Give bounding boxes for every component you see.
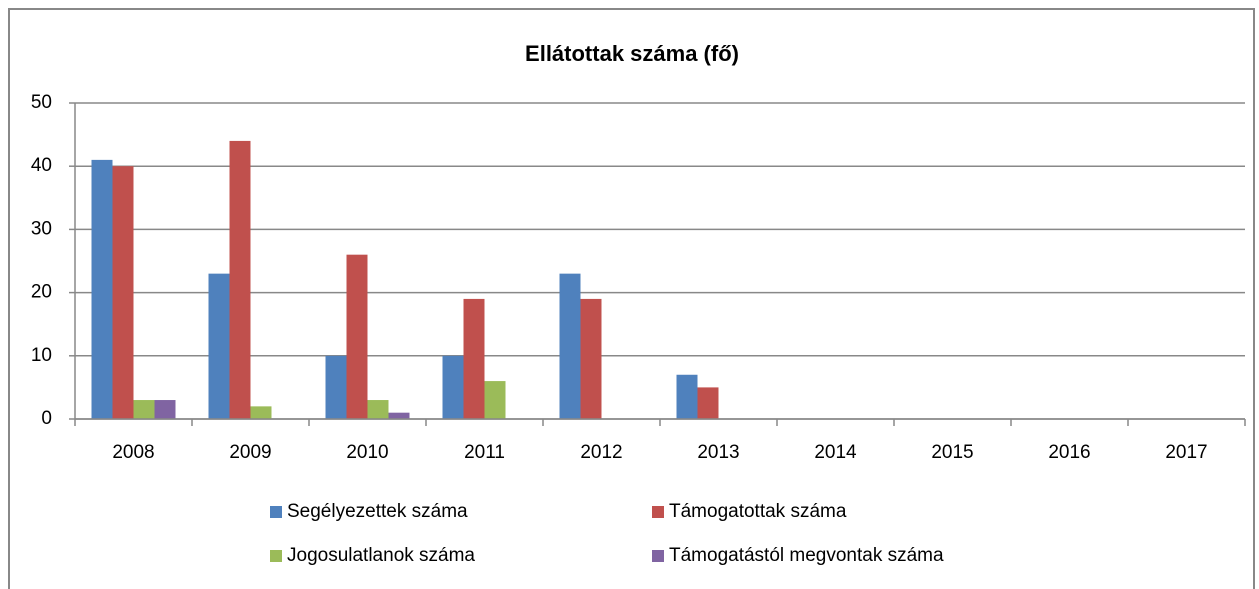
y-tick-label: 0: [41, 408, 52, 429]
bar: [463, 298, 485, 419]
x-tick-label: 2016: [1048, 442, 1090, 463]
chart-title: Ellátottak száma (fő): [525, 41, 739, 66]
legend-label: Segélyezettek száma: [287, 501, 468, 522]
bar: [559, 273, 581, 419]
bar: [112, 166, 134, 419]
legend-swatch: [270, 506, 282, 518]
bar: [133, 400, 155, 419]
legend-swatch: [652, 506, 664, 518]
legend-label: Jogosulatlanok száma: [287, 545, 475, 566]
bar: [697, 387, 719, 419]
bar: [154, 400, 176, 419]
legend-label: Támogatástól megvontak száma: [669, 545, 944, 566]
bar: [346, 254, 368, 419]
y-tick-label: 50: [31, 92, 52, 113]
bar: [388, 412, 410, 419]
bar: [442, 355, 464, 419]
chart-frame: [8, 8, 1255, 589]
x-tick-label: 2010: [346, 442, 388, 463]
bar: [229, 140, 251, 420]
x-tick-label: 2014: [814, 442, 857, 463]
x-tick-label: 2008: [112, 442, 154, 463]
legend-swatch: [652, 550, 664, 562]
legend-label: Támogatottak száma: [669, 501, 847, 522]
x-tick-label: 2009: [229, 442, 271, 463]
bar: [208, 273, 230, 419]
y-tick-label: 20: [31, 282, 52, 303]
bar: [250, 406, 272, 419]
x-tick-label: 2013: [697, 442, 739, 463]
x-tick-label: 2017: [1165, 442, 1207, 463]
bar: [676, 374, 698, 419]
x-tick-label: 2015: [931, 442, 973, 463]
bar: [580, 298, 602, 419]
x-tick-label: 2011: [464, 442, 505, 463]
y-tick-label: 40: [31, 155, 52, 176]
x-tick-label: 2012: [580, 442, 622, 463]
y-tick-label: 10: [31, 345, 52, 366]
bar: [484, 381, 506, 419]
legend-swatch: [270, 550, 282, 562]
bar: [325, 355, 347, 419]
bar: [367, 400, 389, 419]
y-tick-label: 30: [31, 218, 52, 239]
bar: [91, 159, 113, 419]
